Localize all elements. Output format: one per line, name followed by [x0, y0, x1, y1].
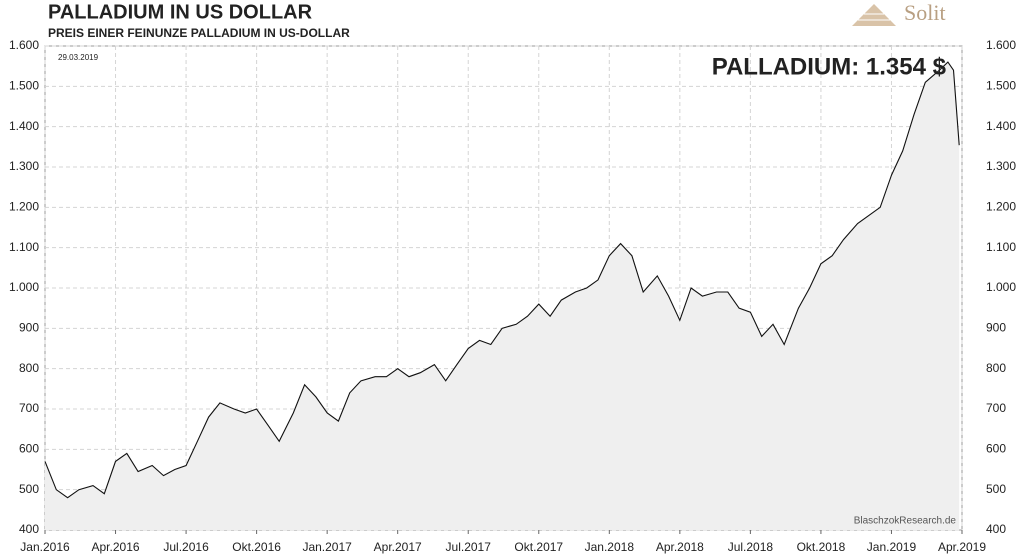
y-tick-label: 900: [19, 321, 39, 335]
y2-tick-label: 1.400: [986, 119, 1016, 133]
y-tick-label: 1.100: [9, 240, 39, 254]
y-tick-label: 500: [19, 482, 39, 496]
x-tick-label: Okt.2017: [514, 540, 563, 554]
y-tick-label: 700: [19, 401, 39, 415]
y2-tick-label: 1.200: [986, 200, 1016, 214]
y-tick-label: 600: [19, 442, 39, 456]
x-tick-label: Jul.2016: [163, 540, 209, 554]
x-tick-label: Apr.2018: [656, 540, 704, 554]
x-tick-label: Jan.2017: [302, 540, 352, 554]
chart-subtitle: PREIS EINER FEINUNZE PALLADIUM IN US-DOL…: [48, 26, 350, 40]
logo-icon: [852, 4, 896, 26]
y-tick-label: 1.200: [9, 200, 39, 214]
x-tick-label: Okt.2016: [232, 540, 281, 554]
annotation: PALLADIUM: 1.354 $: [712, 53, 947, 80]
y2-tick-label: 500: [986, 482, 1006, 496]
y2-tick-label: 800: [986, 361, 1006, 375]
x-tick-label: Okt.2018: [797, 540, 846, 554]
x-tick-label: Apr.2016: [92, 540, 140, 554]
y2-tick-label: 1.300: [986, 159, 1016, 173]
x-tick-label: Jan.2018: [585, 540, 635, 554]
x-tick-label: Jan.2016: [20, 540, 70, 554]
y-tick-label: 1.000: [9, 280, 39, 294]
x-tick-label: Jul.2017: [446, 540, 492, 554]
y-tick-label: 1.400: [9, 119, 39, 133]
y-tick-label: 400: [19, 522, 39, 536]
y2-tick-label: 1.100: [986, 240, 1016, 254]
x-tick-label: Apr.2017: [374, 540, 422, 554]
y-tick-label: 1.300: [9, 159, 39, 173]
y2-tick-label: 400: [986, 522, 1006, 536]
x-tick-label: Apr.2019: [938, 540, 986, 554]
chart-title: PALLADIUM IN US DOLLAR: [48, 1, 313, 23]
y2-tick-label: 1.500: [986, 79, 1016, 93]
y-tick-label: 1.500: [9, 79, 39, 93]
price-line: [44, 61, 960, 499]
y2-tick-label: 1.000: [986, 280, 1016, 294]
area-fill: [45, 62, 960, 530]
logo-text: Solit: [904, 0, 946, 25]
y2-tick-label: 700: [986, 401, 1006, 415]
source: BlaschzokResearch.de: [854, 516, 957, 527]
y2-tick-label: 600: [986, 442, 1006, 456]
y-tick-label: 1.600: [9, 38, 39, 52]
y-tick-label: 800: [19, 361, 39, 375]
y2-tick-label: 900: [986, 321, 1006, 335]
y2-tick-label: 1.600: [986, 38, 1016, 52]
x-tick-label: Jan.2019: [867, 540, 917, 554]
date-note: 29.03.2019: [58, 53, 99, 62]
x-tick-label: Jul.2018: [728, 540, 774, 554]
